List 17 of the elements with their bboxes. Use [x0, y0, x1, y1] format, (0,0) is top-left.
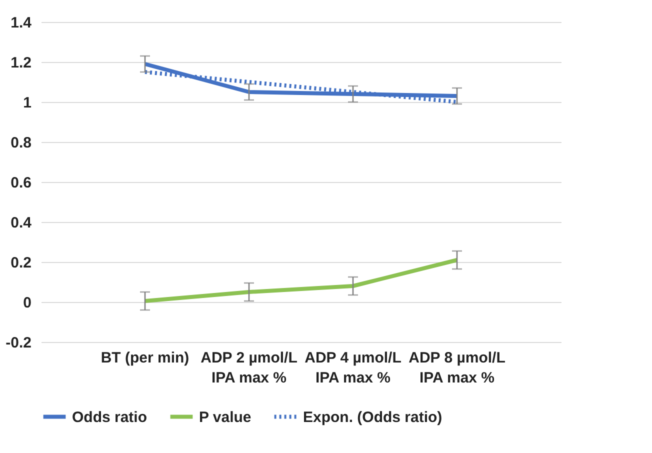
x-tick-label: ADP 4 µmol/L IPA max %: [304, 350, 402, 386]
line-series: [143, 258, 459, 303]
y-tick-label: 0.4: [10, 214, 32, 232]
y-tick-label: 1.4: [10, 14, 32, 32]
y-tick-label: 0.8: [10, 134, 32, 152]
y-tick-label: 0.2: [10, 254, 32, 272]
legend-label: Expon. (Odds ratio): [303, 408, 442, 426]
y-tick-label: -0.2: [6, 334, 32, 352]
legend-label: P value: [199, 408, 252, 426]
x-tick-label: BT (per min): [100, 350, 190, 366]
legend-label: Odds ratio: [72, 408, 148, 426]
y-tick-label: 1.2: [10, 54, 32, 72]
y-tick-label: 1: [23, 94, 32, 112]
y-tick-label: 0: [23, 294, 32, 312]
x-tick-label: ADP 8 µmol/L IPA max %: [408, 350, 506, 386]
x-tick-label: ADP 2 µmol/L IPA max %: [200, 350, 298, 386]
y-tick-label: 0.6: [10, 174, 32, 192]
